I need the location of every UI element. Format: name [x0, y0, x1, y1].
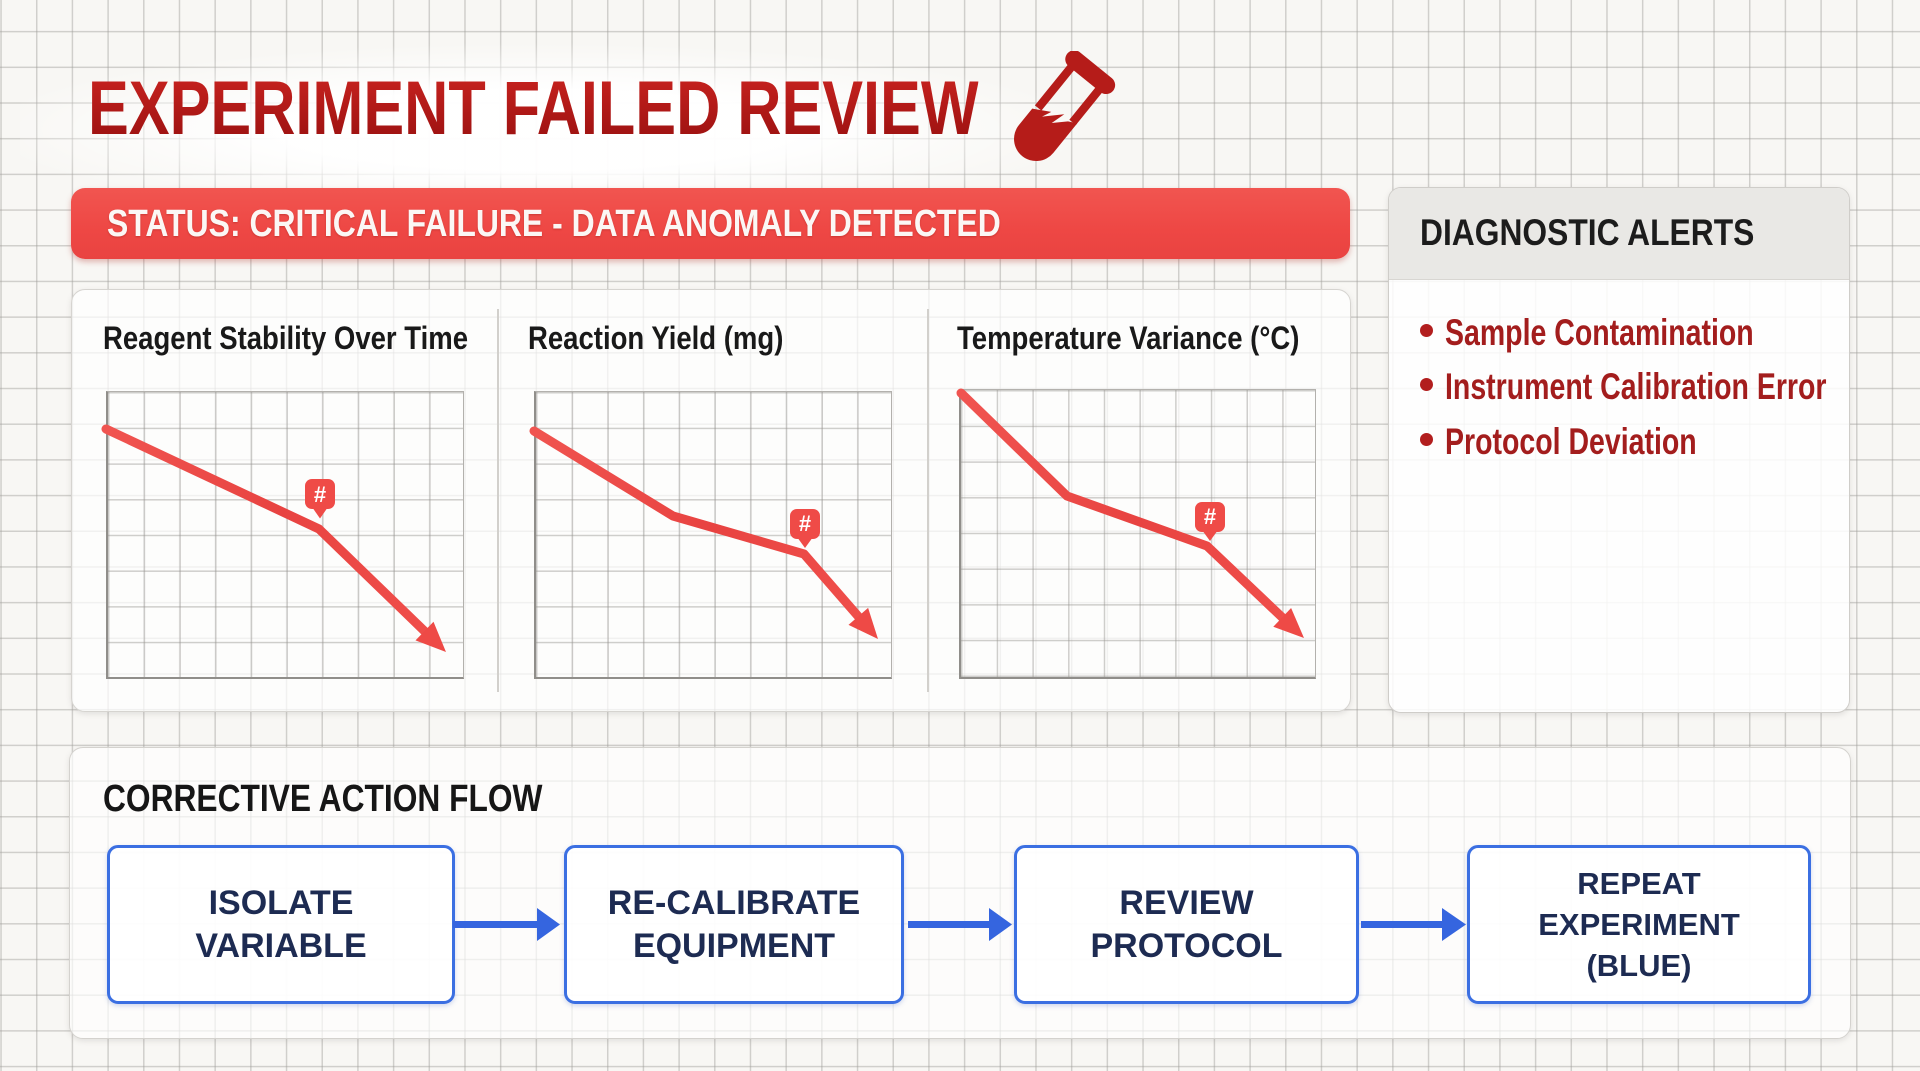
svg-text:#: #: [314, 482, 326, 507]
svg-text:#: #: [799, 511, 811, 536]
svg-text:#: #: [1204, 504, 1216, 529]
